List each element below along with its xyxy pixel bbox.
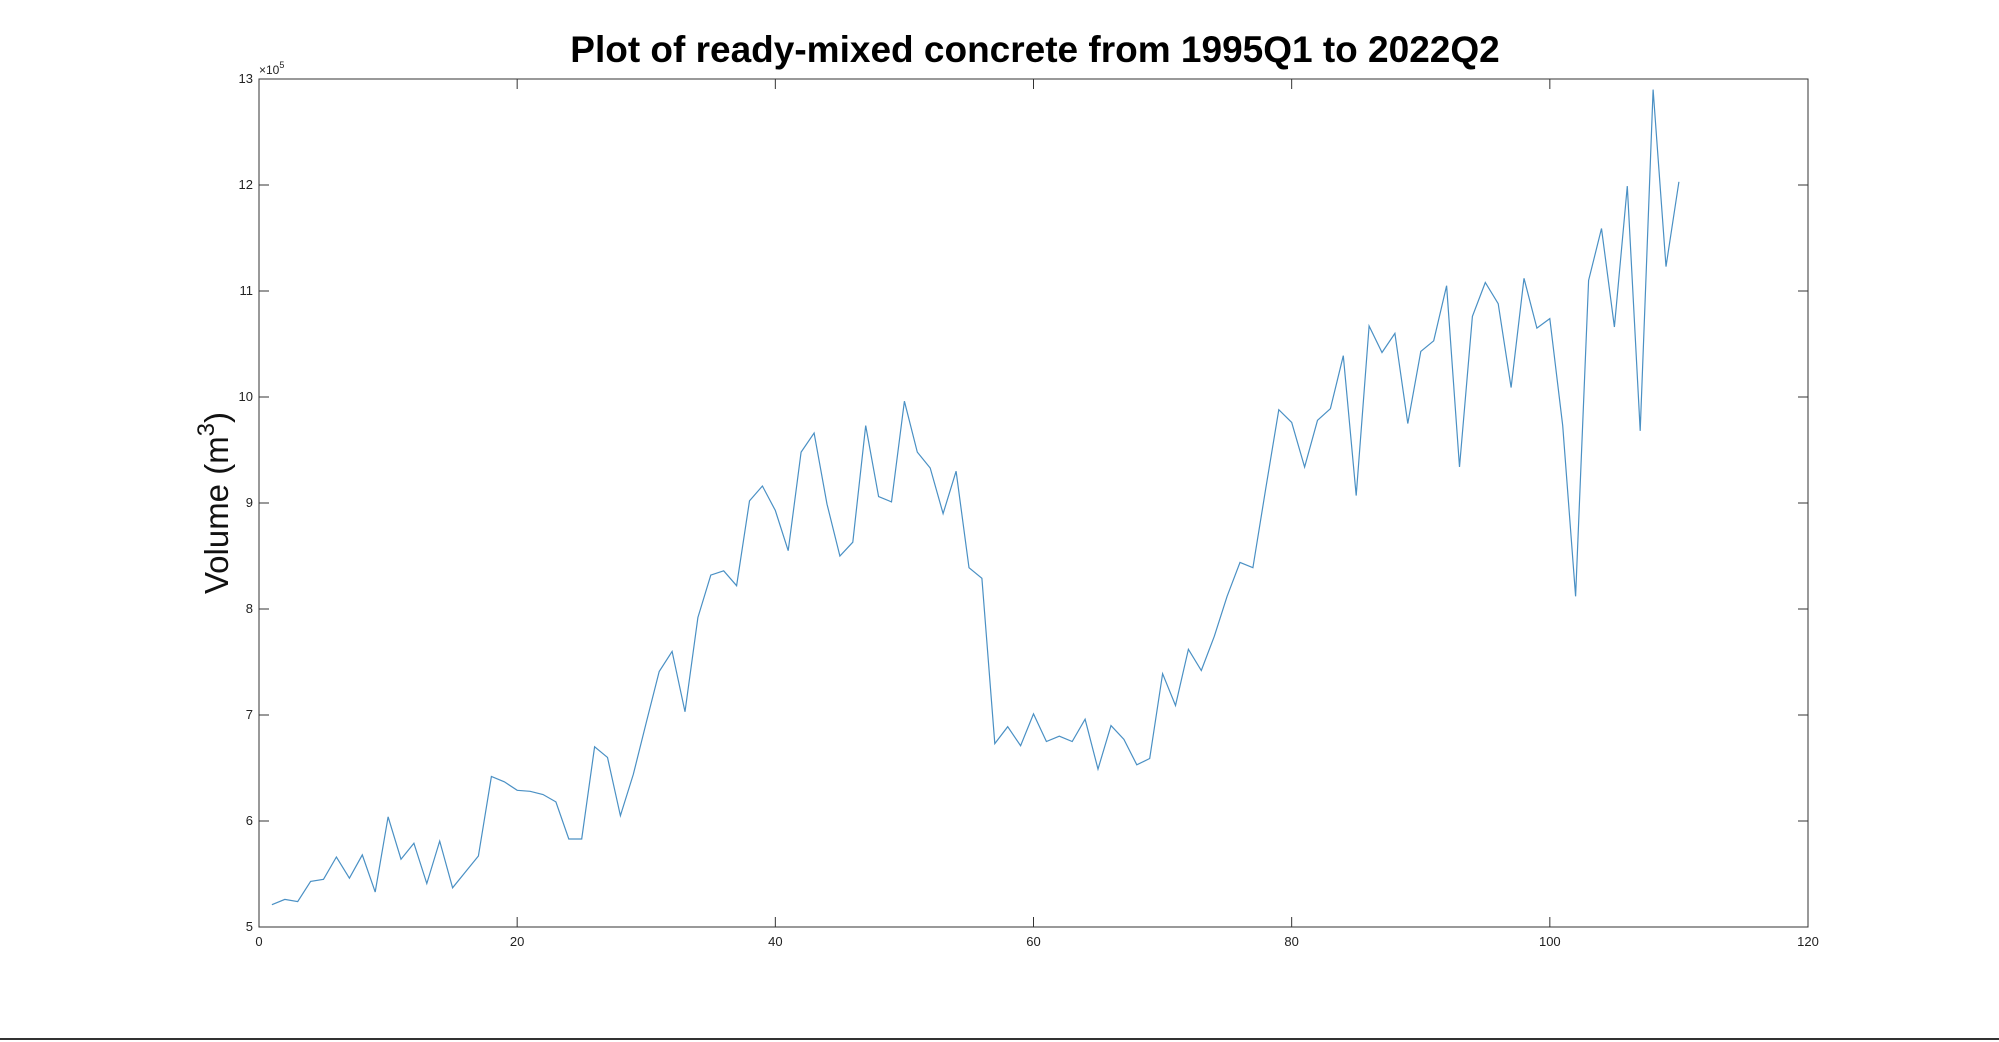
y-axis-ticks: 5 6 7 8 9 10 11 12 13 [239,71,1808,934]
x-tick-label: 120 [1797,934,1819,949]
y-tick-label: 12 [239,177,253,192]
x-tick-label: 80 [1284,934,1298,949]
y-tick-label: 7 [246,707,253,722]
y-tick-label: 9 [246,495,253,510]
series-line [271,89,1680,906]
chart-title: Plot of ready-mixed concrete from 1995Q1… [570,29,1499,70]
y-tick-label: 5 [246,919,253,934]
y-tick-label: 13 [239,71,253,86]
y-tick-label: 11 [240,283,254,298]
y-axis-label: Volume (m3) [193,412,235,594]
x-tick-label: 40 [768,934,782,949]
bottom-divider [0,1038,1999,1040]
y-tick-label: 10 [239,389,253,404]
x-tick-label: 0 [255,934,262,949]
x-axis-ticks: 0 20 40 60 80 100 120 [255,79,1819,949]
x-tick-label: 20 [510,934,524,949]
y-tick-label: 6 [246,813,253,828]
plot-frame [258,78,1809,928]
y-tick-label: 8 [246,601,253,616]
x-tick-label: 60 [1026,934,1040,949]
x-tick-label: 100 [1539,934,1561,949]
y-axis-exponent: ×105 [259,60,284,77]
